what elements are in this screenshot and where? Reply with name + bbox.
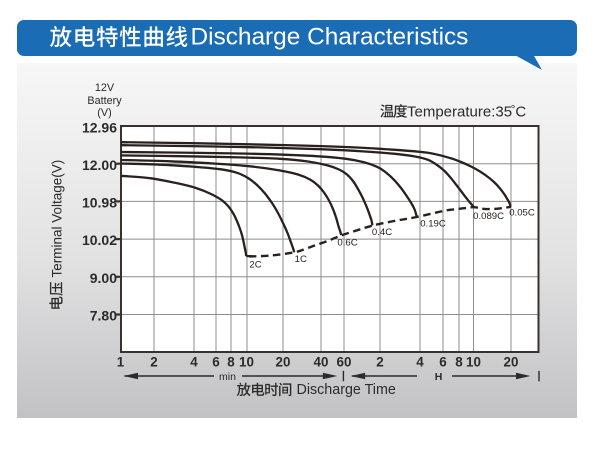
svg-text:20: 20 <box>276 355 291 370</box>
svg-text:min: min <box>219 371 236 383</box>
svg-text:0.6C: 0.6C <box>337 238 357 249</box>
svg-text:Temperature:35°C: Temperature:35°C <box>407 102 526 121</box>
svg-text:Discharge Characteristics: Discharge Characteristics <box>191 23 469 50</box>
svg-text:Battery: Battery <box>87 95 122 107</box>
svg-text:0.089C: 0.089C <box>473 211 504 222</box>
svg-text:8: 8 <box>455 355 463 370</box>
svg-text:6: 6 <box>439 355 446 370</box>
svg-text:2: 2 <box>376 355 383 370</box>
svg-text:10.02: 10.02 <box>82 232 117 248</box>
svg-text:2: 2 <box>150 355 157 370</box>
svg-text:9.00: 9.00 <box>90 270 117 286</box>
svg-text:4: 4 <box>416 355 424 370</box>
svg-text:10.98: 10.98 <box>82 195 117 211</box>
svg-text:H: H <box>435 371 443 383</box>
svg-text:40: 40 <box>314 355 329 370</box>
svg-text:6: 6 <box>212 355 219 370</box>
svg-text:Terminal Voltage(V): Terminal Voltage(V) <box>50 160 65 278</box>
svg-text:0.19C: 0.19C <box>420 219 446 230</box>
svg-text:12V: 12V <box>95 82 115 94</box>
svg-text:12.96: 12.96 <box>82 120 117 136</box>
svg-text:4: 4 <box>190 355 198 370</box>
svg-text:2C: 2C <box>249 260 261 271</box>
svg-text:1C: 1C <box>295 254 307 265</box>
svg-text:Discharge Time: Discharge Time <box>297 382 396 398</box>
svg-text:20: 20 <box>504 355 519 370</box>
svg-text:7.80: 7.80 <box>90 308 117 324</box>
svg-text:1: 1 <box>117 355 125 370</box>
svg-text:60: 60 <box>337 355 352 370</box>
svg-text:(V): (V) <box>97 107 111 119</box>
svg-text:0.4C: 0.4C <box>372 227 392 238</box>
svg-text:12.00: 12.00 <box>82 157 117 173</box>
svg-text:10: 10 <box>466 355 481 370</box>
svg-text:0.05C: 0.05C <box>509 208 535 219</box>
svg-text:8: 8 <box>227 355 235 370</box>
svg-text:10: 10 <box>239 355 254 370</box>
